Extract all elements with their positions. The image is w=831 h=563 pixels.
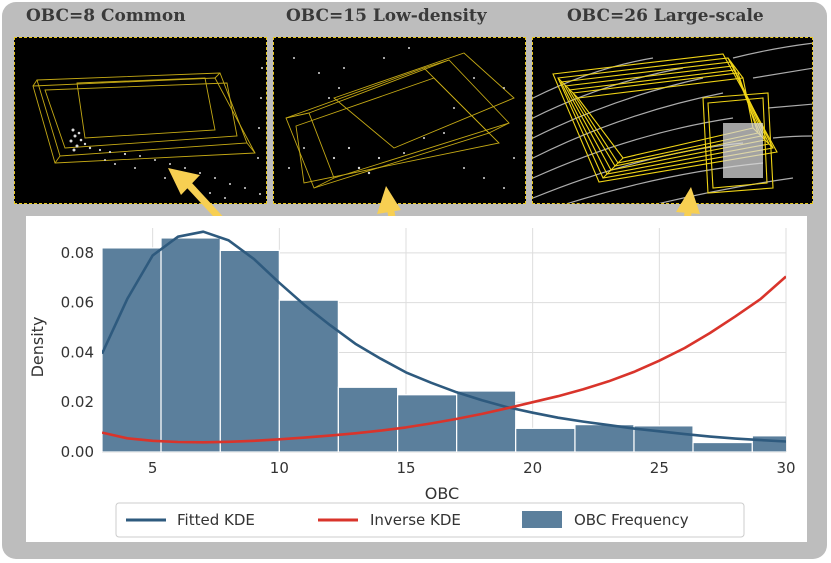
density-chart: 0.00 0.02 0.04 0.06 0.08 5 10 15 20 25 30 Density… [28,228,796,538]
point-cloud-common-view [32,67,263,199]
point-cloud-common [14,37,267,204]
point-cloud-low-density [273,37,526,204]
y-axis-label: Density [28,317,47,378]
histogram-bar [515,427,576,452]
chart-card: 0.00 0.02 0.04 0.06 0.08 5 10 15 20 25 30 Density… [26,216,807,542]
vehicle-rear-points [723,123,763,178]
y-tick-label: 0.02 [61,393,94,411]
histogram-bar [456,390,517,452]
fitted-kde-line [102,230,786,443]
y-tick-label: 0.06 [61,294,94,312]
bounding-boxes-common [32,72,256,164]
legend: Fitted KDE Inverse KDE OBC Frequency [115,502,745,538]
bounding-boxes-low-density [285,52,515,189]
legend-frequency-label: OBC Frequency [574,511,689,529]
x-tick-label: 20 [523,459,542,477]
panel-title-common: OBC=8 Common [26,6,186,26]
histogram-bar [219,249,280,452]
histogram-bar [337,386,399,452]
histogram-bar [692,441,753,452]
legend-inverse-label: Inverse KDE [370,511,461,529]
histogram-bar [278,299,339,452]
x-tick-label: 25 [650,459,669,477]
x-tick-label: 15 [396,459,415,477]
legend-frequency-swatch [522,511,562,528]
point-cloud-large-scale-view [533,42,812,203]
y-tick-labels: 0.00 0.02 0.04 0.06 0.08 [61,244,94,461]
point-cloud-low-density-view [285,47,515,189]
x-tick-label: 5 [148,459,158,477]
histogram-bar [102,247,162,452]
legend-box [115,502,745,538]
legend-fitted-label: Fitted KDE [177,511,255,529]
histogram-bar [751,435,786,452]
histogram-bar [574,424,635,452]
panel-title-low-density: OBC=15 Low-density [286,6,487,26]
x-tick-labels: 5 10 15 20 25 30 [148,459,796,477]
y-tick-label: 0.00 [61,443,94,461]
y-tick-label: 0.04 [61,343,94,361]
point-cloud-large-scale [532,37,813,204]
x-axis-label: OBC [425,484,459,503]
x-tick-label: 10 [270,459,289,477]
y-tick-label: 0.08 [61,244,94,262]
panel-title-large-scale: OBC=26 Large-scale [567,6,764,26]
histogram-bar [160,237,221,452]
histogram-bars [102,237,786,452]
inverse-kde-line [102,275,786,444]
lidar-points-low-density [288,47,515,189]
ground-rings-large-scale [533,42,812,203]
kde-lines [102,230,786,444]
x-tick-label: 30 [776,459,795,477]
